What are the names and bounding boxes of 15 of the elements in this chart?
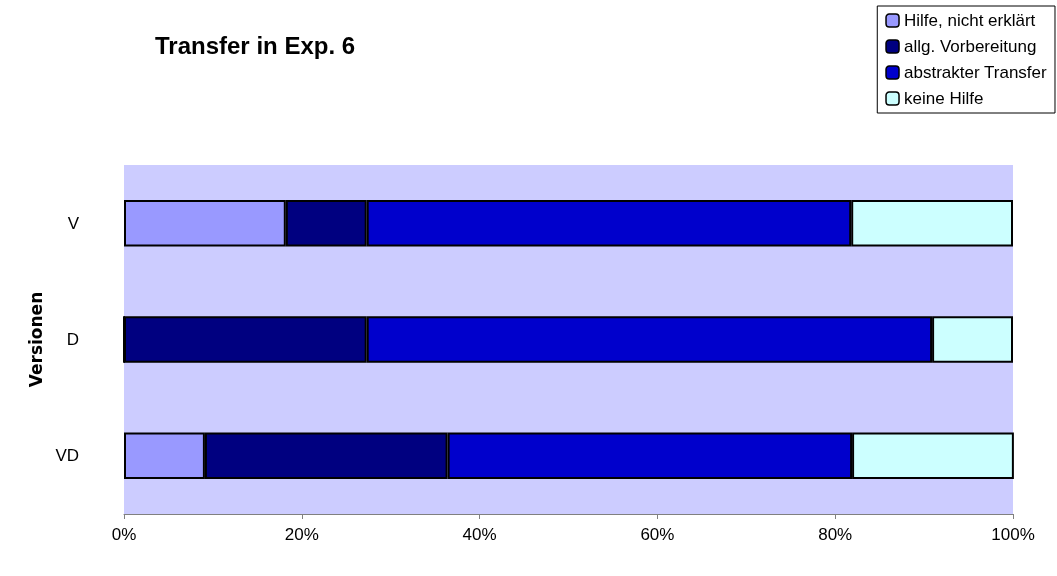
y-tick-label: V (67, 213, 80, 233)
x-tick-label: 40% (462, 525, 497, 544)
x-tick-label: 0% (111, 525, 137, 544)
chart-title: Transfer in Exp. 6 (155, 31, 356, 59)
x-tick-label: 80% (818, 525, 853, 544)
y-axis-title: Versionen (25, 291, 46, 388)
y-tick-label: VD (55, 446, 79, 466)
legend-label: keine Hilfe (904, 89, 984, 108)
legend-label: abstrakter Transfer (904, 63, 1048, 82)
y-tick-label: D (66, 330, 79, 349)
legend-label: allg. Vorbereitung (904, 37, 1037, 56)
x-tick-label: 20% (284, 525, 319, 544)
x-tick-label: 60% (640, 525, 675, 544)
legend-label: Hilfe, nicht erklärt (904, 11, 1036, 30)
x-tick-label: 100% (991, 525, 1035, 544)
